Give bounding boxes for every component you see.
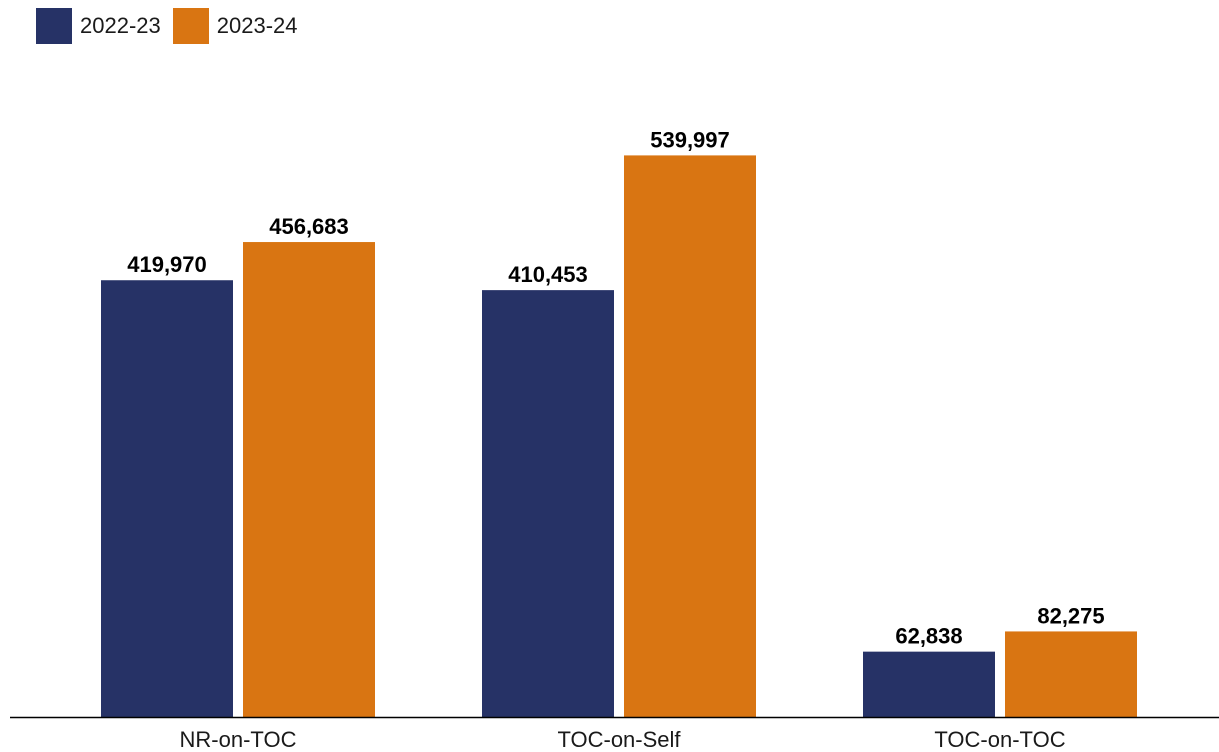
data-labels-layer: 419,970 456,683 410,453 539,997 62,838 82,275: [127, 127, 1104, 648]
data-label-toc-on-self-2023-24: 539,997: [650, 127, 730, 152]
data-label-toc-on-self-2022-23: 410,453: [508, 262, 588, 287]
legend-item-2023-24: 2023-24: [172, 8, 298, 44]
legend-label-2022-23: 2022-23: [80, 13, 161, 38]
legend-swatch-2022-23: [36, 8, 72, 44]
data-label-toc-on-toc-2023-24: 82,275: [1037, 603, 1104, 628]
bar-toc-on-toc-2022-23: [863, 651, 995, 717]
bar-nr-on-toc-2022-23: [101, 280, 233, 717]
legend-item-2022-23: 2022-23: [36, 8, 161, 44]
legend: 2022-23 2023-24: [36, 8, 298, 44]
bar-toc-on-self-2023-24: [624, 155, 756, 717]
legend-swatch-2023-24: [172, 8, 209, 44]
x-tick-label-toc-on-self: TOC-on-Self: [557, 727, 681, 752]
x-tick-label-toc-on-toc: TOC-on-TOC: [934, 727, 1065, 752]
data-label-nr-on-toc-2022-23: 419,970: [127, 252, 207, 277]
bar-toc-on-toc-2023-24: [1005, 631, 1137, 717]
data-label-toc-on-toc-2022-23: 62,838: [895, 624, 962, 649]
bar-toc-on-self-2022-23: [482, 290, 614, 717]
bars-layer: [101, 155, 1137, 717]
bar-nr-on-toc-2023-24: [243, 242, 375, 717]
legend-label-2023-24: 2023-24: [216, 13, 298, 38]
data-label-nr-on-toc-2023-24: 456,683: [269, 214, 349, 239]
x-tick-labels-layer: NR-on-TOC TOC-on-Self TOC-on-TOC: [180, 727, 1066, 752]
x-tick-label-nr-on-toc: NR-on-TOC: [180, 727, 297, 752]
